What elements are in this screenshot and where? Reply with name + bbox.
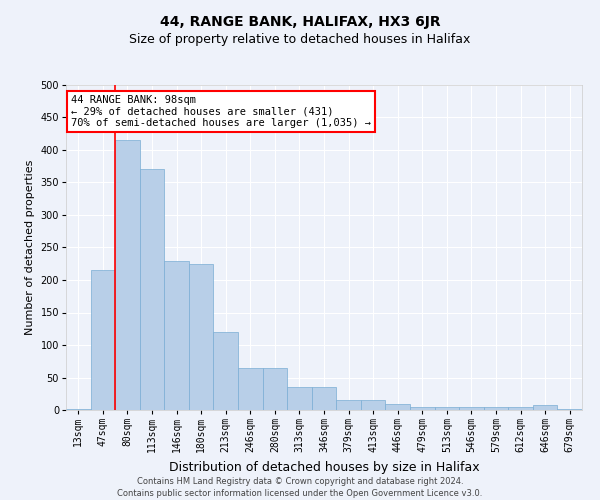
- Bar: [557, 408, 582, 410]
- Bar: [115, 140, 140, 410]
- Bar: [91, 270, 115, 410]
- Bar: [459, 407, 484, 410]
- Bar: [336, 400, 361, 410]
- Text: 44 RANGE BANK: 98sqm
← 29% of detached houses are smaller (431)
70% of semi-deta: 44 RANGE BANK: 98sqm ← 29% of detached h…: [71, 94, 371, 128]
- Bar: [410, 407, 434, 410]
- Bar: [238, 368, 263, 410]
- Bar: [287, 387, 312, 410]
- Text: 44, RANGE BANK, HALIFAX, HX3 6JR: 44, RANGE BANK, HALIFAX, HX3 6JR: [160, 15, 440, 29]
- Bar: [66, 408, 91, 410]
- Bar: [484, 407, 508, 410]
- Bar: [214, 332, 238, 410]
- Bar: [434, 407, 459, 410]
- Y-axis label: Number of detached properties: Number of detached properties: [25, 160, 35, 335]
- Bar: [140, 170, 164, 410]
- Bar: [533, 405, 557, 410]
- Text: Size of property relative to detached houses in Halifax: Size of property relative to detached ho…: [130, 32, 470, 46]
- Bar: [189, 264, 214, 410]
- X-axis label: Distribution of detached houses by size in Halifax: Distribution of detached houses by size …: [169, 460, 479, 473]
- Text: Contains HM Land Registry data © Crown copyright and database right 2024.
Contai: Contains HM Land Registry data © Crown c…: [118, 476, 482, 498]
- Bar: [385, 404, 410, 410]
- Bar: [361, 400, 385, 410]
- Bar: [508, 407, 533, 410]
- Bar: [164, 260, 189, 410]
- Bar: [312, 387, 336, 410]
- Bar: [263, 368, 287, 410]
